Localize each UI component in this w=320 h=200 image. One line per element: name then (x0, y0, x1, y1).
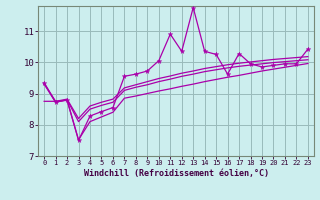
X-axis label: Windchill (Refroidissement éolien,°C): Windchill (Refroidissement éolien,°C) (84, 169, 268, 178)
